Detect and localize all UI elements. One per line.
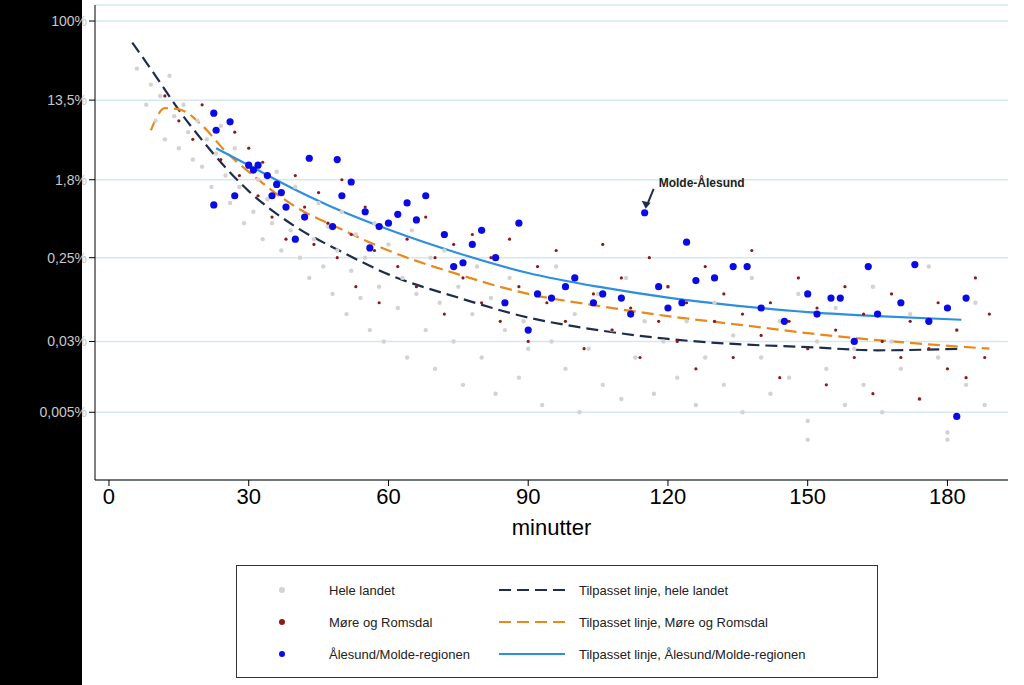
html-text:Tilpasset linje, hele landet: Tilpasset linje, hele landet — [579, 582, 729, 598]
html-text:Tilpasset linje, Møre og Romsd: Tilpasset linje, Møre og Romsdal — [579, 614, 768, 630]
svg-text:150: 150 — [789, 484, 826, 509]
html-text:Tilpasset linje, Ålesund/Molde: Tilpasset linje, Ålesund/Molde-regionen — [579, 646, 806, 662]
html-text:Ålesund/Molde-regionen: Ålesund/Molde-regionen — [329, 646, 470, 662]
html-text:Møre og Romsdal: Møre og Romsdal — [329, 614, 433, 630]
svg-text:minutter: minutter — [512, 515, 591, 540]
svg-text:0: 0 — [103, 484, 115, 509]
svg-text:0,03%: 0,03% — [47, 333, 87, 349]
svg-text:1,8%: 1,8% — [55, 172, 87, 188]
svg-text:120: 120 — [650, 484, 687, 509]
svg-text:100%: 100% — [51, 13, 87, 29]
svg-text:Molde-Ålesund: Molde-Ålesund — [659, 175, 745, 190]
svg-text:30: 30 — [236, 484, 260, 509]
svg-text:180: 180 — [929, 484, 966, 509]
svg-text:13,5%: 13,5% — [47, 92, 87, 108]
html-text:Hele landet: Hele landet — [329, 582, 395, 598]
svg-text:0,005%: 0,005% — [40, 404, 87, 420]
svg-text:60: 60 — [376, 484, 400, 509]
svg-text:90: 90 — [516, 484, 540, 509]
svg-text:0,25%: 0,25% — [47, 250, 87, 266]
